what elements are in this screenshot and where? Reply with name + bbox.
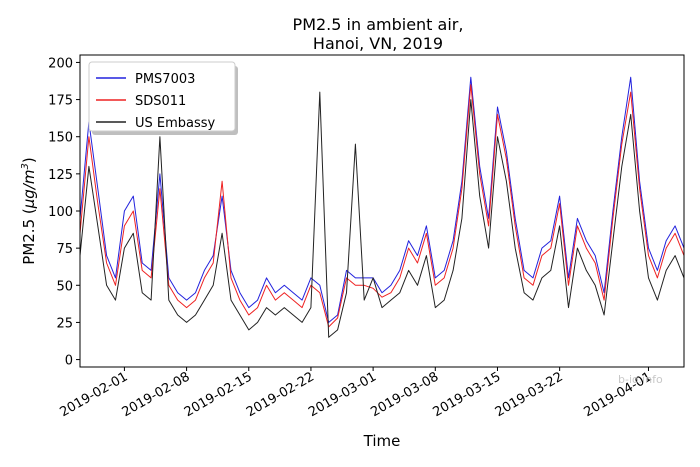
chart-title-line-2: Hanoi, VN, 2019 [313, 34, 443, 53]
x-tick-label: 2019-03-08 [368, 369, 441, 420]
y-tick-label: 150 [48, 131, 73, 146]
y-axis-label-exponent: 3 [20, 163, 31, 169]
x-tick-label: 2019-03-22 [493, 369, 566, 420]
legend-label: SDS011 [135, 94, 186, 109]
series-line-sds011 [79, 84, 685, 328]
y-axis-label-unit: g/m [20, 170, 38, 199]
x-tick-label: 2019-02-08 [120, 369, 193, 420]
y-axis-label-suffix: ) [20, 157, 38, 163]
x-axis: 2019-02-012019-02-082019-02-152019-02-22… [57, 367, 654, 420]
series-line-us-embassy [79, 91, 685, 338]
x-tick-label: 2019-03-15 [431, 369, 504, 420]
y-tick-label: 125 [48, 168, 73, 183]
y-tick-label: 50 [56, 279, 73, 294]
legend-label: US Embassy [135, 116, 216, 131]
y-tick-label: 25 [56, 316, 73, 331]
legend-box [88, 61, 236, 132]
legend-label: PMS7003 [135, 72, 195, 87]
y-tick-label: 200 [48, 56, 73, 71]
x-axis-label: Time [363, 432, 401, 450]
chart-title-line-1: PM2.5 in ambient air, [293, 15, 464, 34]
legend-items: PMS7003 SDS011 US Embassy [96, 72, 216, 131]
x-tick-label: 2019-02-15 [182, 369, 255, 420]
watermark: b-io.info [618, 373, 663, 386]
y-tick-label: 75 [56, 242, 73, 257]
series-layer [79, 76, 685, 338]
y-tick-label: 100 [48, 205, 73, 220]
y-axis: 0 25 50 75 100 125 150 175 200 [48, 56, 80, 369]
y-tick-label: 0 [65, 354, 73, 369]
legend: PMS7003 SDS011 US Embassy [88, 61, 238, 135]
x-tick-label: 2019-02-22 [244, 369, 317, 420]
series-line-pms7003 [79, 76, 685, 323]
y-axis-label-mu: μ [20, 199, 38, 210]
y-axis-label: PM2.5 (μg/m3) [20, 157, 38, 264]
chart-title: PM2.5 in ambient air, Hanoi, VN, 2019 [293, 15, 464, 53]
y-axis-label-prefix: PM2.5 ( [20, 208, 38, 264]
y-tick-label: 175 [48, 94, 73, 109]
x-tick-label: 2019-02-01 [57, 369, 130, 420]
x-tick-label: 2019-03-01 [306, 369, 379, 420]
plot-frame [79, 54, 685, 368]
